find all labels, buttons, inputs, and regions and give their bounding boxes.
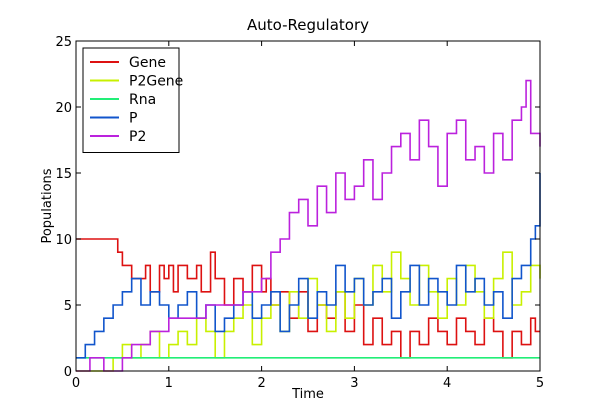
y-tick-label: 25 bbox=[55, 35, 72, 50]
chart-title: Auto-Regulatory bbox=[247, 16, 369, 34]
legend-label-p: P bbox=[129, 111, 137, 127]
series-line-p bbox=[76, 173, 541, 359]
x-tick-label: 0 bbox=[72, 376, 80, 391]
x-tick-label: 1 bbox=[165, 376, 173, 391]
x-tick-label: 2 bbox=[257, 376, 265, 391]
x-tick-label: 4 bbox=[443, 376, 451, 391]
series-line-p2 bbox=[76, 79, 541, 372]
y-axis: 0 5 10 15 20 25 bbox=[55, 35, 540, 380]
legend-label-p2gene: P2Gene bbox=[129, 74, 183, 90]
legend-label-rna: Rna bbox=[129, 92, 156, 108]
y-tick-label: 0 bbox=[64, 365, 72, 380]
legend-label-p2: P2 bbox=[129, 129, 146, 145]
y-tick-label: 10 bbox=[55, 233, 72, 248]
x-tick-label: 3 bbox=[350, 376, 358, 391]
y-axis-title: Populations bbox=[40, 168, 55, 243]
y-tick-label: 5 bbox=[64, 299, 72, 314]
x-axis-title: Time bbox=[291, 387, 324, 402]
y-tick-label: 20 bbox=[55, 101, 72, 116]
series-line-p2gene bbox=[76, 251, 541, 372]
series-layer bbox=[76, 79, 541, 372]
x-tick-label: 5 bbox=[536, 376, 544, 391]
x-axis: 0 1 2 3 4 5 bbox=[72, 41, 544, 391]
legend: Gene P2Gene Rna P P2 bbox=[82, 47, 183, 153]
legend-label-gene: Gene bbox=[129, 55, 166, 71]
y-tick-label: 15 bbox=[55, 167, 72, 182]
plot-frame bbox=[75, 40, 541, 372]
